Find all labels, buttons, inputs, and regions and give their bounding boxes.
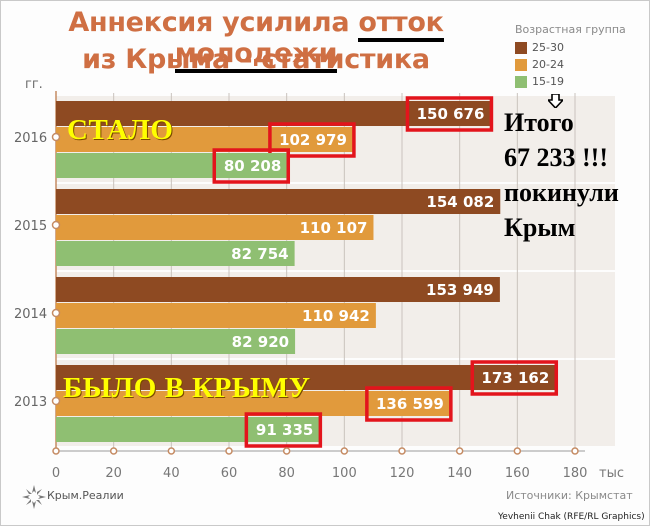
bar-20-24-2016 [56, 127, 353, 152]
x-tick-label: 160 [505, 466, 530, 481]
source-note: Источники: Крымстат [506, 489, 633, 502]
data-label: 150 676 [417, 105, 485, 123]
x-tick-marker [52, 447, 60, 455]
x-tick-marker [571, 447, 579, 455]
data-label: 91 335 [256, 421, 313, 439]
category-marker [51, 308, 61, 318]
bar-25-30-2016 [56, 101, 491, 126]
category-marker [51, 220, 61, 230]
data-label: 110 107 [300, 219, 368, 237]
data-label: 82 920 [232, 333, 289, 351]
legend-item-25-30: 25-30 [515, 41, 564, 55]
stalo-annotation: СТАЛО [67, 114, 174, 146]
x-tick-marker [282, 447, 291, 455]
legend-item-20-24: 20-24 [515, 58, 564, 72]
category-label: 2014 [14, 307, 47, 322]
x-tick-label: 40 [163, 466, 180, 481]
x-tick-label: 180 [563, 466, 588, 481]
category-label: 2015 [14, 219, 47, 234]
x-axis-unit: тыс [599, 466, 624, 481]
category-label: 2013 [14, 395, 47, 410]
bar-15-19-2013 [56, 417, 320, 442]
data-label: 173 162 [481, 369, 549, 387]
x-tick-marker [513, 447, 522, 455]
data-label: 82 754 [231, 245, 288, 263]
legend-swatch [515, 76, 527, 88]
data-label: 153 949 [426, 281, 494, 299]
legend-swatch [515, 59, 527, 71]
y-axis-label: гг. [25, 77, 43, 92]
legend-label: 25-30 [532, 41, 564, 54]
total-line: 67 233 !!! [504, 143, 608, 172]
highlight-box [268, 122, 356, 158]
category-marker [51, 396, 61, 406]
down-arrow-icon [548, 94, 563, 108]
title-underlined-text: отток молодежи [174, 7, 444, 73]
x-tick-label: 80 [278, 466, 295, 481]
x-tick-marker [225, 447, 233, 455]
highlight-box [470, 360, 559, 396]
credit-note: Yevhenii Chak (RFE/RL Graphics) [498, 512, 645, 522]
legend-label: 15-19 [532, 75, 564, 88]
bar-20-24-2015 [56, 215, 374, 240]
data-label: 80 208 [224, 157, 281, 175]
x-tick-marker [455, 447, 464, 455]
chart-title-line2: из Крыма – статистика [82, 44, 430, 75]
x-tick-label: 100 [332, 466, 357, 481]
x-tick-label: 0 [52, 466, 60, 481]
legend-item-15-19: 15-19 [515, 75, 564, 89]
legend-swatch [515, 42, 527, 54]
x-tick-label: 140 [447, 466, 472, 481]
bylo-annotation: БЫЛО В КРЫМУ [63, 372, 311, 404]
x-tick-marker [398, 447, 406, 455]
bar-15-19-2014 [56, 329, 296, 354]
highlight-box [405, 96, 494, 132]
chart-title-line1: Аннексия усилила отток молодежи [1, 7, 511, 73]
category-marker [51, 132, 61, 142]
data-label: 102 979 [279, 131, 347, 149]
x-tick-label: 60 [221, 466, 238, 481]
bar-15-19-2015 [56, 241, 295, 266]
bar-20-24-2014 [56, 303, 376, 328]
highlight-box [365, 386, 453, 422]
x-tick-marker [109, 447, 118, 455]
highlight-box [212, 148, 291, 184]
x-tick-label: 20 [105, 466, 122, 481]
logo-icon [22, 485, 46, 509]
bar-25-30-2014 [56, 277, 500, 302]
x-tick-label: 120 [390, 466, 415, 481]
total-line: Крым [504, 213, 576, 242]
data-label: 136 599 [376, 395, 444, 413]
bar-15-19-2016 [56, 153, 288, 178]
bar-25-30-2015 [56, 189, 501, 214]
data-label: 110 942 [302, 307, 370, 325]
bar-20-24-2013 [56, 391, 450, 416]
x-tick-marker [340, 447, 349, 455]
total-line: Итого [504, 108, 574, 137]
legend-title: Возрастная группа [515, 23, 626, 36]
logo-text: Крым.Реалии [47, 489, 124, 502]
total-line: покинули [504, 178, 619, 207]
highlight-box [244, 412, 323, 448]
title-text: Аннексия усилила [68, 7, 359, 38]
category-label: 2016 [14, 131, 47, 146]
x-tick-marker [167, 447, 176, 455]
legend-label: 20-24 [532, 58, 564, 71]
total-annotation: Итого 67 233 !!! покинули Крым [504, 105, 619, 245]
data-label: 154 082 [426, 193, 494, 211]
